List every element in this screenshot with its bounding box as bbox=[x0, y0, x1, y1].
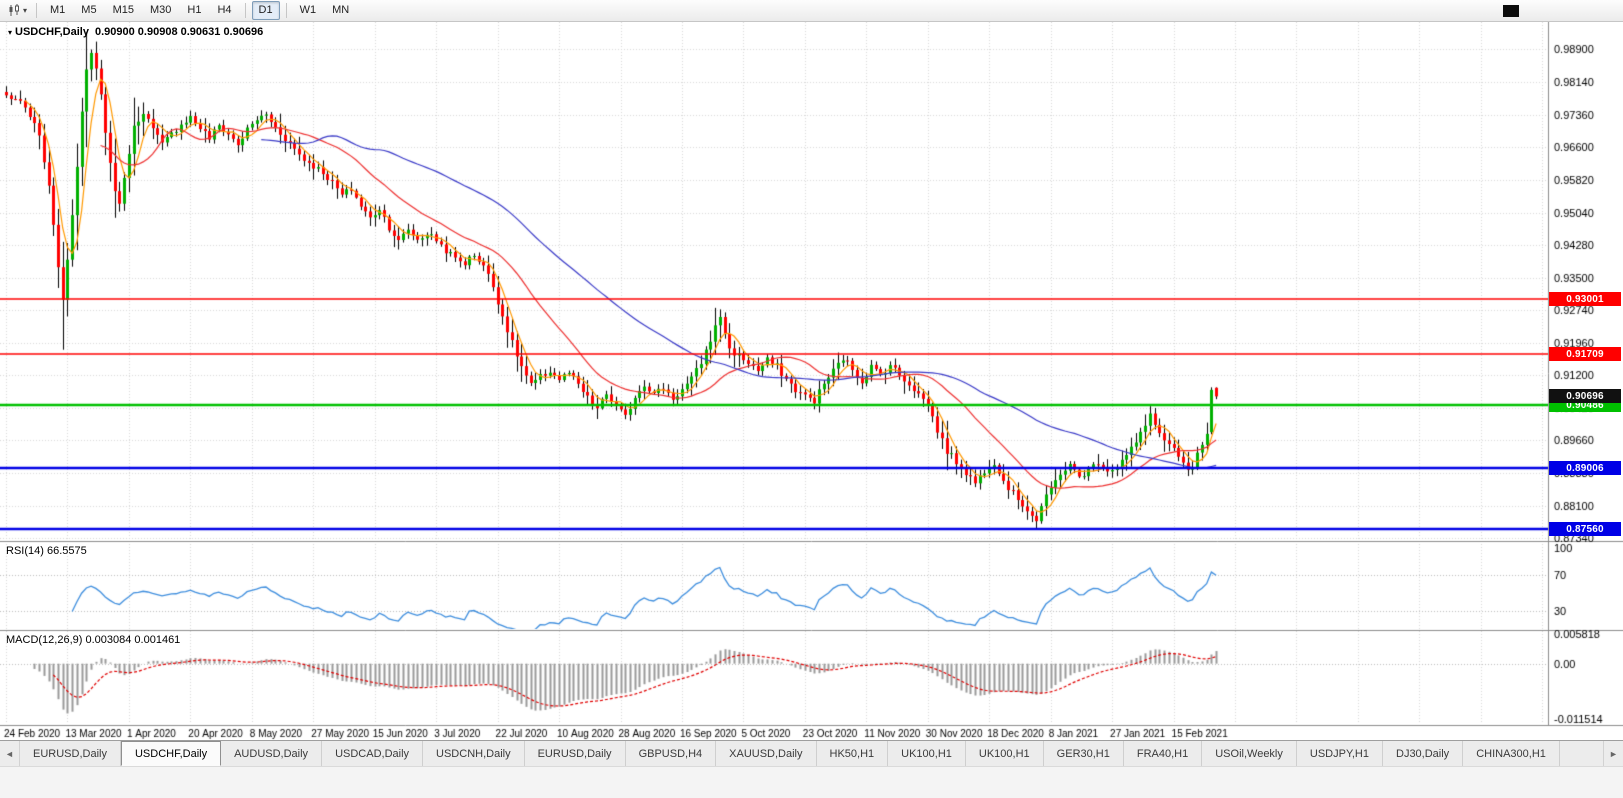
chart-tab[interactable]: EURUSD,Daily bbox=[20, 741, 121, 766]
chart-tab[interactable]: GBPUSD,H4 bbox=[625, 741, 717, 766]
chart-tab[interactable]: FRA40,H1 bbox=[1123, 741, 1203, 766]
timeframe-button-w1[interactable]: W1 bbox=[299, 4, 317, 16]
toolbar-separator bbox=[285, 3, 287, 18]
chart-area: ▾ USDCHF,Daily 0.90900 0.90908 0.90631 0.9… bbox=[0, 22, 1623, 740]
toolbar: ▾ M1 M5 M15 M30 H1 H4 D1 W1 MN bbox=[0, 0, 1623, 22]
rsi-indicator-name: RSI(14) bbox=[6, 545, 44, 557]
chart-tab[interactable]: USDCAD,Daily bbox=[322, 741, 424, 766]
chart-tab[interactable]: CHINA300,H1 bbox=[1463, 741, 1560, 766]
timeframe-button-h1[interactable]: H1 bbox=[187, 4, 202, 16]
rsi-value: 66.5575 bbox=[46, 545, 87, 557]
price-level-badge: 0.93001 bbox=[1549, 292, 1621, 306]
chart-tab[interactable]: UK100,H1 bbox=[965, 741, 1044, 766]
chart-title: ▾ USDCHF,Daily 0.90900 0.90908 0.90631 0.9… bbox=[8, 26, 263, 38]
toolbar-corner-marker bbox=[1503, 5, 1519, 17]
chart-canvas[interactable] bbox=[0, 22, 1623, 740]
chart-tab[interactable]: USDCHF,Daily bbox=[120, 741, 222, 766]
chart-symbol-label: USDCHF,Daily bbox=[15, 26, 89, 38]
chart-tab[interactable]: AUDUSD,Daily bbox=[221, 741, 323, 766]
timeframe-button-m15[interactable]: M15 bbox=[112, 4, 134, 16]
tabs-scroll-right-button[interactable]: ► bbox=[1603, 741, 1623, 766]
chart-tab[interactable]: USDCNH,Daily bbox=[423, 741, 525, 766]
chart-tab[interactable]: EURUSD,Daily bbox=[524, 741, 626, 766]
price-level-badge: 0.87560 bbox=[1549, 522, 1621, 536]
timeframe-button-d1[interactable]: D1 bbox=[251, 1, 280, 20]
toolbar-separator bbox=[244, 3, 246, 18]
timeframe-button-m1[interactable]: M1 bbox=[50, 4, 66, 16]
chart-tab[interactable]: USDJPY,H1 bbox=[1296, 741, 1383, 766]
chart-tab[interactable]: USOil,Weekly bbox=[1202, 741, 1297, 766]
macd-label: MACD(12,26,9) 0.003084 0.001461 bbox=[6, 634, 180, 646]
toolbar-separator bbox=[36, 3, 38, 18]
chart-tabs: EURUSD,Daily USDCHF,Daily AUDUSD,Daily USDC… bbox=[20, 741, 1560, 766]
timeframe-button-m30[interactable]: M30 bbox=[149, 4, 172, 16]
timeframe-button-mn[interactable]: MN bbox=[332, 4, 350, 16]
status-strip bbox=[0, 766, 1623, 798]
tabs-scroll-left-button[interactable]: ◄ bbox=[0, 741, 20, 766]
chart-tab[interactable]: GER30,H1 bbox=[1043, 741, 1124, 766]
timeframe-button-h4[interactable]: H4 bbox=[217, 4, 232, 16]
chart-tab[interactable]: UK100,H1 bbox=[888, 741, 966, 766]
chart-tab[interactable]: HK50,H1 bbox=[816, 741, 889, 766]
timeframe-button-m5[interactable]: M5 bbox=[81, 4, 97, 16]
chart-type-selector[interactable]: ▾ bbox=[4, 3, 31, 18]
symbol-dropdown-icon[interactable]: ▾ bbox=[8, 28, 13, 37]
candlestick-chart-icon bbox=[9, 4, 19, 16]
price-level-badge: 0.90696 bbox=[1549, 389, 1621, 403]
macd-indicator-name: MACD(12,26,9) bbox=[6, 634, 83, 646]
chart-ohlc-values: 0.90900 0.90908 0.90631 0.90696 bbox=[94, 26, 264, 38]
price-level-badge: 0.91709 bbox=[1549, 347, 1621, 361]
chart-tab[interactable]: DJ30,Daily bbox=[1383, 741, 1464, 766]
price-level-badge: 0.89006 bbox=[1549, 461, 1621, 475]
macd-values: 0.003084 0.001461 bbox=[85, 634, 181, 646]
chart-tab-bar: ◄ EURUSD,Daily USDCHF,Daily AUDUSD,Daily US… bbox=[0, 740, 1623, 766]
chart-tab[interactable]: XAUUSD,Daily bbox=[716, 741, 817, 766]
timeframe-buttons: M1 M5 M15 M30 H1 H4 D1 W1 MN bbox=[42, 1, 357, 20]
chevron-down-icon: ▾ bbox=[23, 5, 28, 15]
rsi-label: RSI(14) 66.5575 bbox=[6, 545, 87, 557]
